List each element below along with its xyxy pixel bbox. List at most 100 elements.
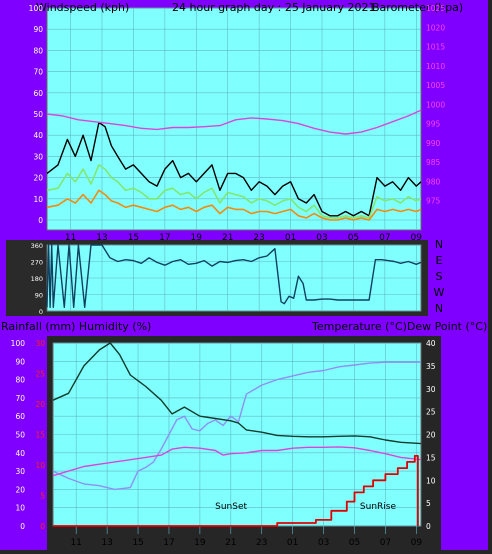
wind-axis-title: Windspeed (kph)	[36, 1, 129, 14]
direction-y-tick-label: 0	[39, 308, 43, 316]
temperature-y-tick-label: 10	[426, 476, 436, 485]
temperature-panel: Rainfall (mm) Humidity (%) Temperature (…	[1, 320, 487, 550]
barometer-y-tick-label: 1015	[426, 43, 445, 52]
compass-tick-label: N	[435, 302, 443, 315]
wind-chart-title: 24 hour graph day : 25 January 2021	[172, 1, 376, 14]
wind-x-tick-label: 17	[159, 233, 170, 243]
temperature-y-tick-label: 0	[426, 522, 431, 531]
temperature-x-ticks: 11 13 15 17 19 21 23 01 03 05 07 09	[70, 538, 422, 548]
humidity-line	[52, 361, 421, 491]
direction-y-tick-label: 270	[31, 259, 43, 267]
wind-x-tick-label: 05	[348, 233, 359, 243]
temperature-x-tick-label: 07	[380, 538, 391, 548]
temperature-x-tick-label: 09	[411, 538, 423, 548]
wind-direction-line	[46, 244, 422, 308]
wind-y-tick-label: 70	[33, 68, 43, 77]
compass-tick-label: W	[434, 286, 445, 299]
direction-y-tick-label: 360	[31, 242, 43, 250]
temperature-x-tick-label: 03	[318, 538, 329, 548]
wind-y-tick-label: 20	[33, 174, 43, 183]
compass-tick-label: S	[436, 270, 443, 283]
temperature-x-tick-label: 05	[349, 538, 360, 548]
compass-tick-label: N	[435, 238, 443, 251]
wind-y-ticks: 0 10 20 30 40 50 60 70 80 90 100	[29, 4, 44, 225]
barometer-y-ticks: 975 980 985 990 995 1000 1005 1010 1015 1020 1025	[426, 4, 445, 206]
temperature-x-tick-label: 15	[132, 538, 143, 548]
temperature-x-tick-label: 21	[225, 538, 236, 548]
humidity-y-tick-label: 80	[15, 376, 25, 385]
rain-y-tick-label: 10	[35, 461, 45, 470]
window-border-right	[488, 0, 492, 554]
barometer-y-tick-label: 1020	[426, 23, 445, 32]
temperature-axis-title: Temperature (°C)Dew Point (°C)	[311, 320, 487, 333]
temperature-x-tick-label: 19	[194, 538, 206, 548]
rain-y-tick-label: 5	[40, 492, 45, 501]
humidity-y-tick-label: 100	[11, 339, 26, 348]
humidity-y-tick-label: 90	[15, 357, 25, 366]
wind-y-tick-label: 60	[33, 89, 43, 98]
wind-x-tick-label: 23	[253, 233, 264, 243]
wind-x-tick-label: 11	[65, 233, 76, 243]
humidity-y-tick-label: 50	[15, 431, 25, 440]
barometer-y-tick-label: 1010	[426, 62, 445, 71]
rain-y-ticks: 0 5 10 15 20 25 30	[35, 339, 45, 531]
rain-y-tick-label: 20	[35, 400, 45, 409]
humidity-y-tick-label: 40	[15, 449, 25, 458]
humidity-y-tick-label: 30	[15, 467, 25, 476]
wind-series	[46, 109, 422, 221]
wind-y-tick-label: 50	[33, 110, 43, 119]
wind-x-tick-label: 09	[411, 233, 423, 243]
temperature-gridlines	[53, 342, 421, 534]
direction-y-tick-label: 180	[31, 275, 43, 283]
barometer-y-tick-label: 990	[426, 139, 441, 148]
temperature-y-tick-label: 15	[426, 453, 436, 462]
humidity-y-tick-label: 10	[15, 504, 25, 513]
wind-x-ticks: 11 13 15 17 19 21 23 01 03 05 07 09	[65, 233, 422, 243]
barometer-y-tick-label: 1005	[426, 81, 445, 90]
temperature-line	[52, 342, 422, 445]
direction-y-ticks: 0 90 180 270 360	[31, 242, 43, 316]
wind-low-line	[46, 189, 422, 221]
rain-humidity-axis-title: Rainfall (mm) Humidity (%)	[1, 320, 151, 333]
humidity-y-tick-label: 0	[20, 522, 25, 531]
wind-y-tick-label: 30	[33, 152, 43, 161]
window-border-bottom	[0, 550, 492, 554]
wind-x-tick-label: 21	[222, 233, 233, 243]
wind-x-tick-label: 15	[128, 233, 139, 243]
barometer-y-tick-label: 1025	[426, 4, 445, 13]
temperature-y-tick-label: 5	[426, 499, 431, 508]
rain-y-tick-label: 0	[40, 522, 45, 531]
wind-y-tick-label: 0	[38, 216, 43, 225]
barometer-y-tick-label: 995	[426, 120, 441, 129]
temperature-y-tick-label: 25	[426, 408, 436, 417]
wind-gridlines	[47, 7, 421, 230]
barometer-line	[46, 109, 422, 135]
wind-x-tick-label: 03	[316, 233, 327, 243]
wind-x-tick-label: 13	[96, 233, 107, 243]
rainfall-line	[53, 454, 419, 527]
temperature-x-tick-label: 17	[163, 538, 174, 548]
temperature-x-tick-label: 13	[101, 538, 112, 548]
direction-y-tick-label: 90	[35, 292, 43, 300]
rain-y-tick-label: 30	[35, 339, 45, 348]
temperature-series	[52, 342, 422, 527]
temperature-y-tick-label: 20	[426, 431, 436, 440]
wind-y-tick-label: 10	[33, 195, 43, 204]
barometer-y-tick-label: 1000	[426, 100, 445, 109]
wind-gust-line	[46, 121, 422, 217]
wind-y-tick-label: 100	[29, 4, 44, 13]
barometer-y-tick-label: 985	[426, 158, 441, 167]
humidity-y-tick-label: 70	[15, 394, 25, 403]
wind-x-tick-label: 07	[379, 233, 390, 243]
temperature-y-tick-label: 35	[426, 362, 436, 371]
wind-barometer-panel: Windspeed (kph) 24 hour graph day : 25 J…	[29, 1, 464, 243]
humidity-y-tick-label: 60	[15, 412, 25, 421]
temperature-x-tick-label: 23	[256, 538, 267, 548]
temperature-y-tick-label: 40	[426, 339, 436, 348]
temperature-x-tick-label: 01	[287, 538, 298, 548]
temperature-x-tick-label: 11	[70, 538, 81, 548]
humidity-y-ticks: 0 10 20 30 40 50 60 70 80 90 100	[11, 339, 26, 531]
